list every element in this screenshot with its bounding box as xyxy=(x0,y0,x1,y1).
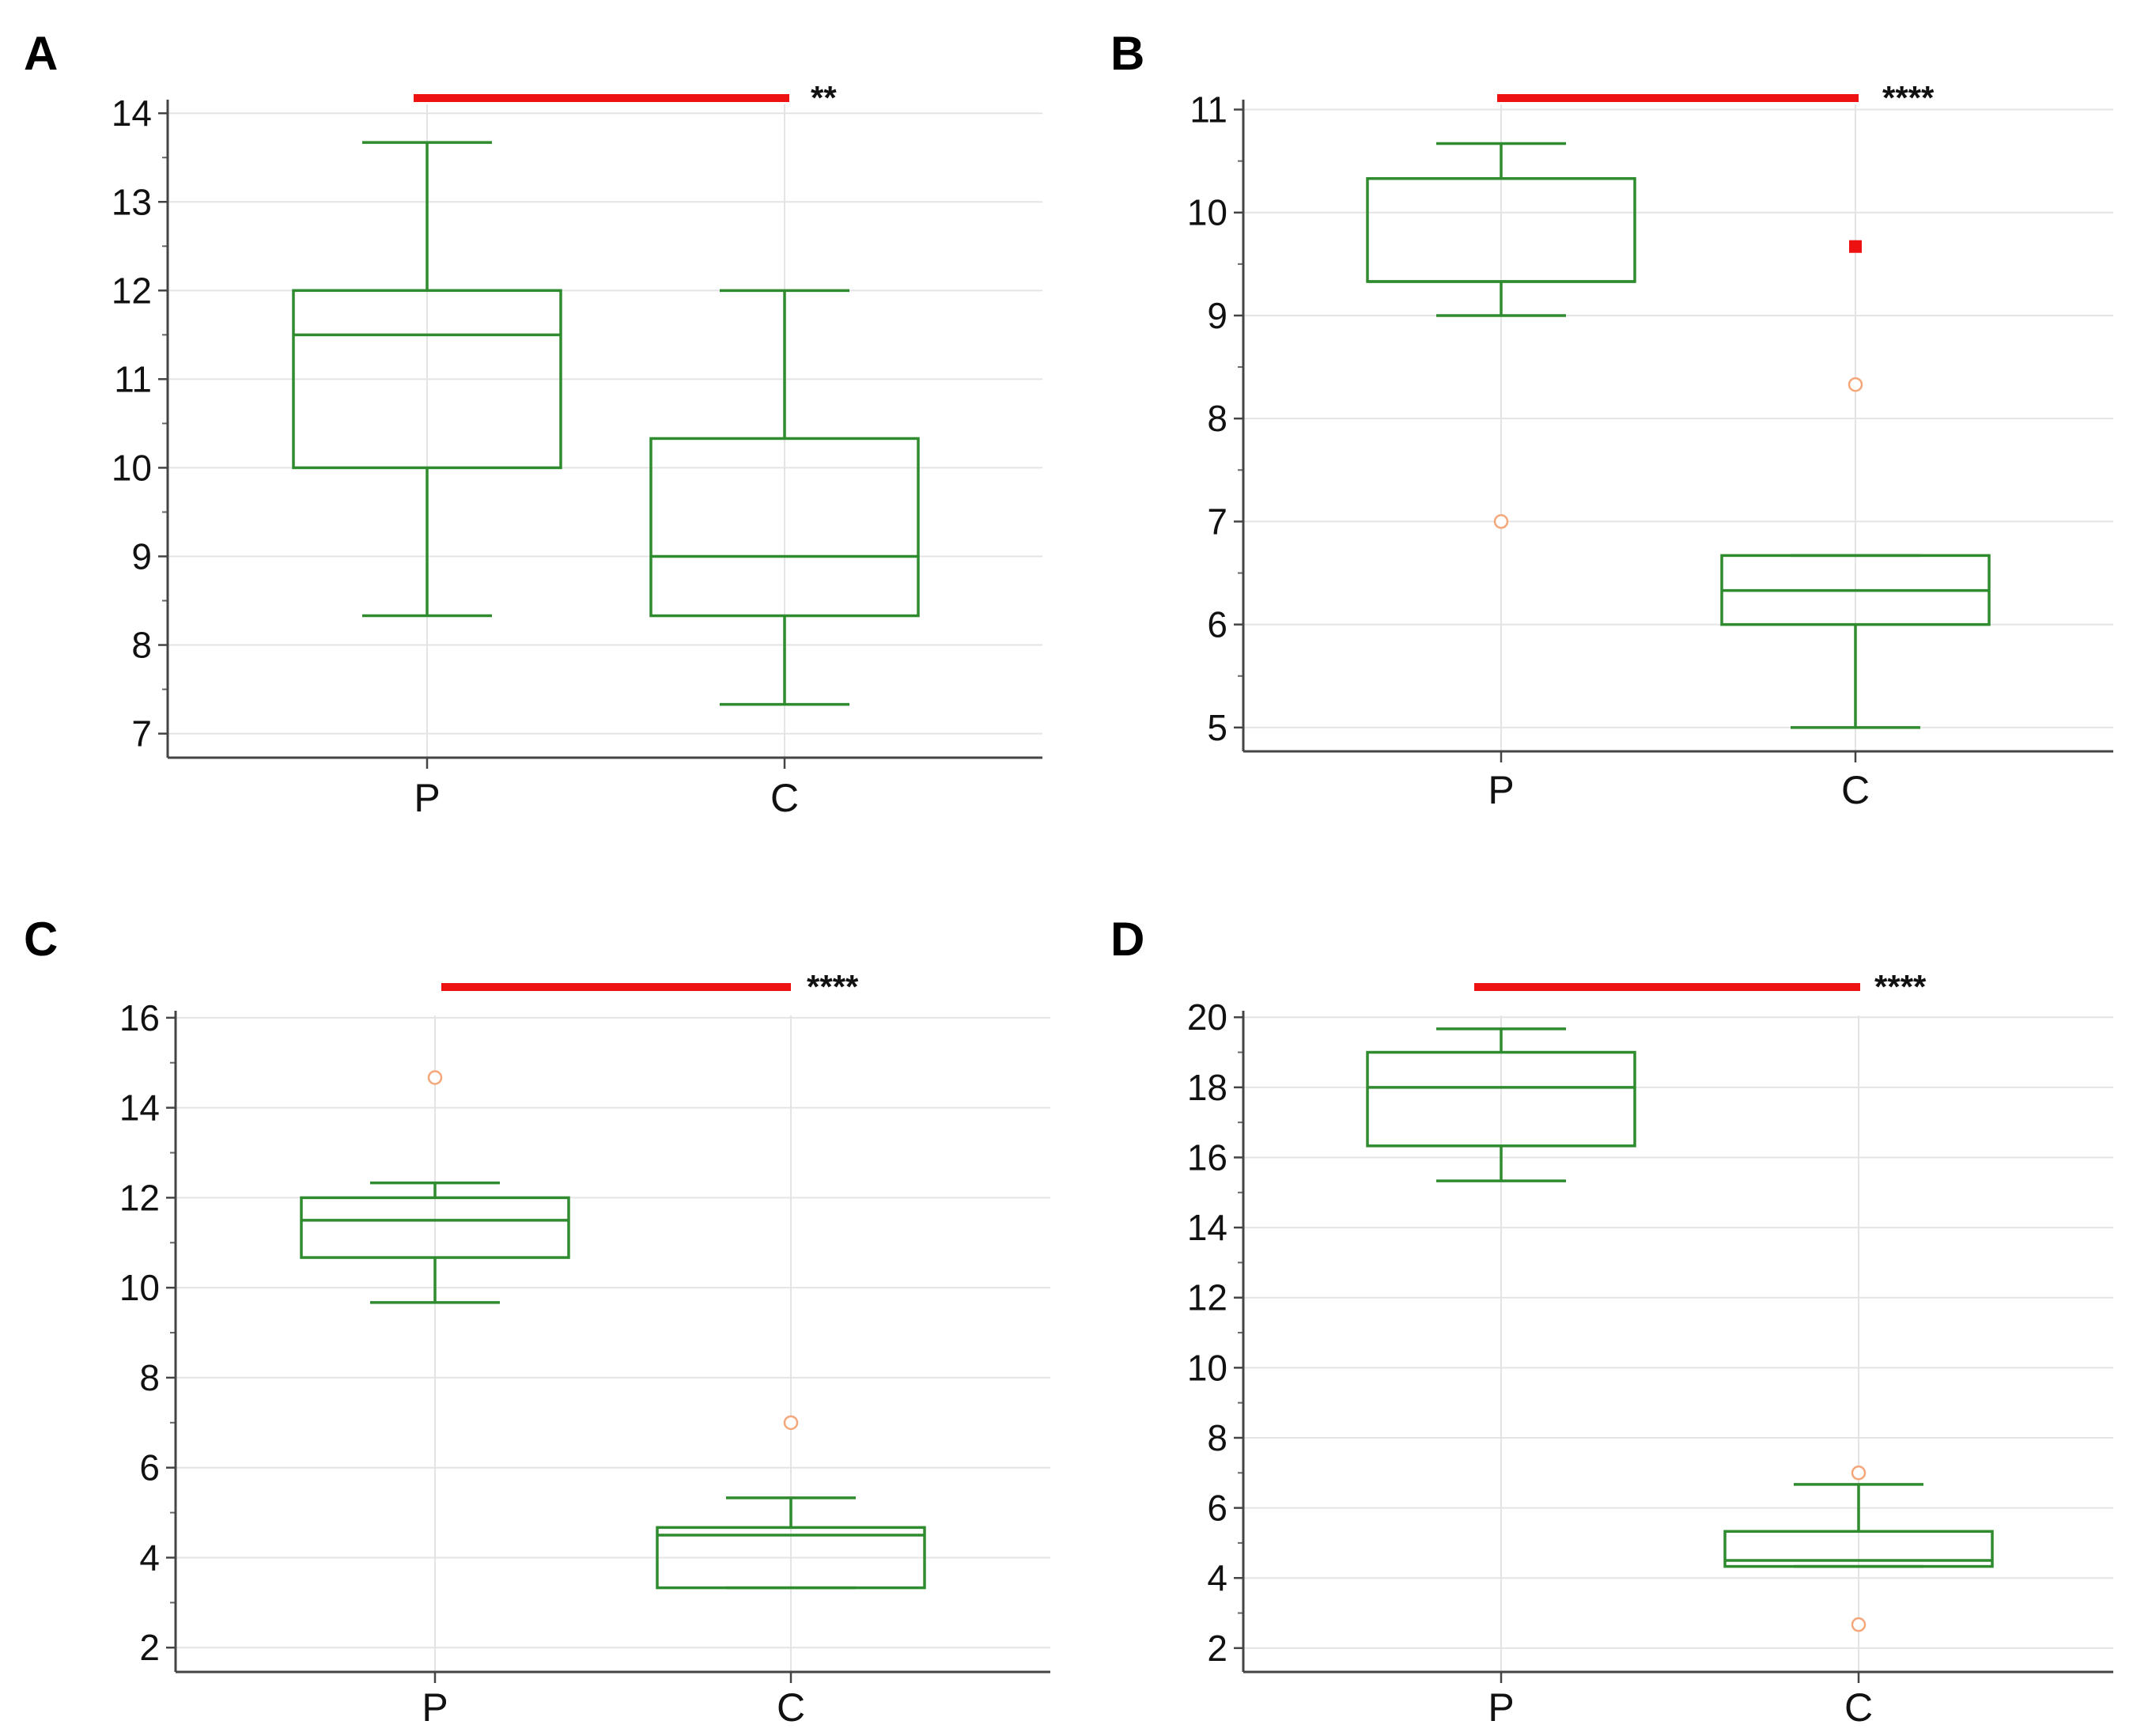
x-tick-label-p: P xyxy=(414,776,440,820)
box-p xyxy=(292,141,562,618)
iqr-box xyxy=(1723,1530,1994,1568)
box-c xyxy=(1720,240,1991,729)
y-tick-label: 11 xyxy=(114,358,152,399)
panel-letter: C xyxy=(24,913,58,966)
y-tick-label: 12 xyxy=(112,270,152,311)
x-tick-label-p: P xyxy=(1488,768,1514,812)
outlier-point xyxy=(1851,1617,1867,1632)
x-tick-label-p: P xyxy=(1488,1685,1514,1730)
x-tick-label-p: P xyxy=(422,1685,448,1730)
y-tick-label: 14 xyxy=(119,1087,160,1129)
chart-panel-c: C 2 4 6 8 10 12 14 16 P C **** xyxy=(24,913,1050,1730)
outlier-point xyxy=(427,1070,443,1085)
y-tick-label: 9 xyxy=(131,535,152,577)
y-tick-label: 2 xyxy=(139,1627,160,1668)
significance-label: **** xyxy=(1874,968,1927,1005)
box-p xyxy=(300,1070,570,1304)
y-tick-label: 4 xyxy=(1207,1557,1227,1598)
significance-label: **** xyxy=(807,968,859,1005)
panel-letter: A xyxy=(24,27,58,80)
iqr-box xyxy=(292,289,562,470)
far-outlier-point xyxy=(1849,240,1862,253)
y-tick-label: 7 xyxy=(1207,501,1227,542)
outlier-point xyxy=(1493,514,1509,529)
chart-panel-b: B 5 6 7 8 9 10 11 P C **** xyxy=(1110,27,2113,812)
y-tick-label: 6 xyxy=(139,1447,160,1488)
y-tick-label: 8 xyxy=(1207,1417,1227,1458)
y-tick-label: 9 xyxy=(1207,295,1227,336)
y-tick-label: 8 xyxy=(131,625,152,666)
chart-panel-d: D 2 4 6 8 10 12 14 16 18 20 P C **** xyxy=(1110,913,2113,1730)
iqr-box xyxy=(300,1196,570,1259)
y-tick-label: 8 xyxy=(1207,398,1227,439)
y-tick-label: 16 xyxy=(119,997,160,1038)
y-tick-label: 10 xyxy=(112,447,152,488)
chart-panel-a: A 7 8 9 10 11 12 13 14 P C ** xyxy=(24,27,1042,820)
iqr-box xyxy=(1366,1050,1636,1148)
y-tick-label: 16 xyxy=(1187,1137,1227,1178)
y-tick-label: 11 xyxy=(1190,89,1227,130)
box-c xyxy=(1723,1466,1994,1632)
y-tick-label: 2 xyxy=(1207,1628,1227,1669)
iqr-box xyxy=(656,1526,926,1590)
iqr-box xyxy=(649,437,920,618)
y-tick-label: 13 xyxy=(112,181,152,222)
y-tick-label: 10 xyxy=(1187,1347,1227,1388)
outlier-point xyxy=(783,1415,799,1431)
significance-label: **** xyxy=(1882,79,1935,116)
significance-label: ** xyxy=(811,79,837,116)
y-tick-label: 18 xyxy=(1187,1067,1227,1108)
y-tick-label: 6 xyxy=(1207,604,1227,645)
panel-letter: B xyxy=(1110,27,1144,80)
panel-letter: D xyxy=(1110,913,1144,966)
x-tick-label-c: C xyxy=(1841,768,1870,812)
y-tick-label: 10 xyxy=(1187,192,1227,233)
y-tick-label: 20 xyxy=(1187,997,1227,1038)
outlier-point xyxy=(1848,376,1863,392)
y-tick-label: 12 xyxy=(1187,1277,1227,1318)
y-tick-label: 7 xyxy=(131,713,152,755)
x-tick-label-c: C xyxy=(770,776,799,820)
y-tick-label: 12 xyxy=(119,1177,160,1218)
box-c xyxy=(656,1415,926,1590)
y-tick-label: 14 xyxy=(112,93,152,134)
y-tick-label: 5 xyxy=(1207,707,1227,748)
box-p xyxy=(1366,1027,1636,1182)
y-tick-label: 6 xyxy=(1207,1488,1227,1529)
box-c xyxy=(649,289,920,706)
y-tick-label: 8 xyxy=(139,1357,160,1398)
y-tick-label: 14 xyxy=(1187,1207,1227,1248)
box-p xyxy=(1366,142,1636,529)
outlier-point xyxy=(1851,1466,1867,1481)
y-tick-label: 4 xyxy=(139,1537,160,1578)
x-tick-label-c: C xyxy=(777,1685,805,1730)
y-tick-label: 10 xyxy=(119,1267,160,1308)
x-tick-label-c: C xyxy=(1844,1685,1873,1730)
